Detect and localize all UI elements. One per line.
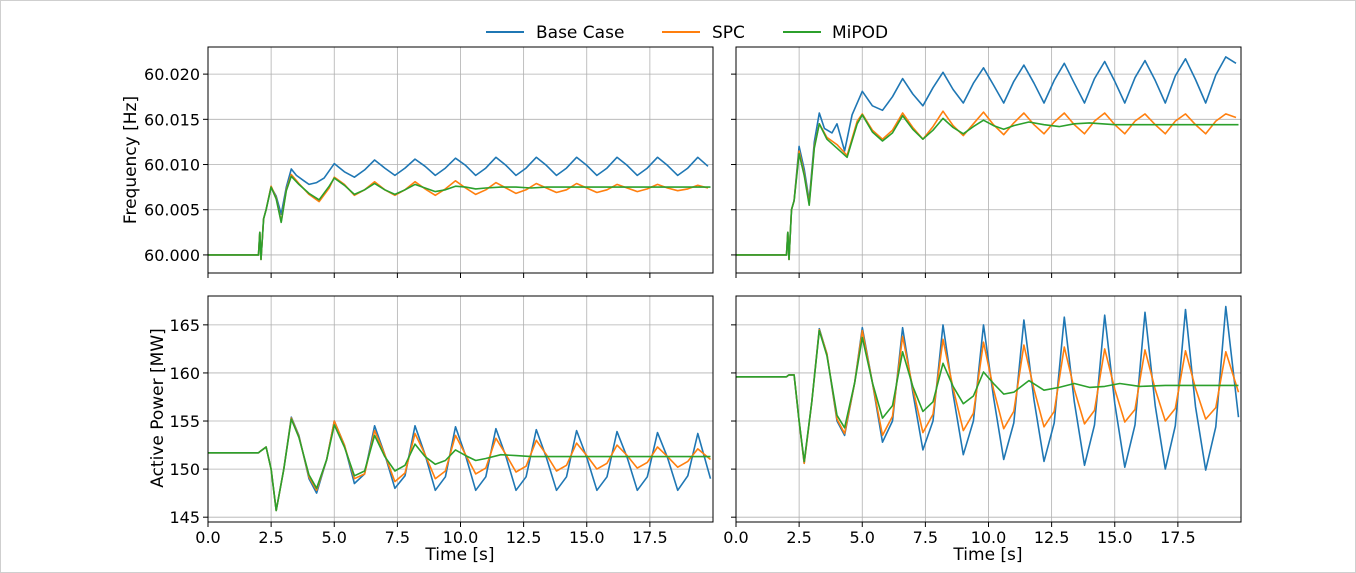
legend-label-mipod: MiPOD xyxy=(832,23,888,43)
panel-top-left: 60.000 60.005 60.010 60.015 60.020 xyxy=(144,46,714,278)
series-mipod xyxy=(208,175,711,261)
x-tick-label: 10.0 xyxy=(443,528,479,547)
y-tick-label: 60.005 xyxy=(144,201,200,220)
legend-label-spc: SPC xyxy=(712,23,745,43)
x-tick-label: 17.5 xyxy=(632,528,668,547)
x-tick-label: 12.5 xyxy=(506,528,542,547)
x-tick-label: 7.5 xyxy=(385,528,410,547)
series-mipod xyxy=(736,114,1239,261)
x-tick-label: 0.0 xyxy=(723,528,748,547)
y-tick-label: 60.020 xyxy=(144,65,200,84)
y-tick-label: 160 xyxy=(169,364,200,383)
legend: Base Case SPC MiPOD xyxy=(486,23,888,43)
x-axis-label-left: Time [s] xyxy=(424,545,494,565)
y-axis-label-frequency: Frequency [Hz] xyxy=(121,96,141,224)
x-tick-label: 5.0 xyxy=(850,528,875,547)
y-tick-label: 155 xyxy=(169,412,200,431)
legend-label-base-case: Base Case xyxy=(536,23,624,43)
y-tick-label: 60.015 xyxy=(144,110,200,129)
y-tick-label: 60.010 xyxy=(144,156,200,175)
panel-top-right xyxy=(731,46,1242,278)
x-tick-label: 2.5 xyxy=(786,528,811,547)
series-mipod xyxy=(208,418,711,512)
x-tick-label: 5.0 xyxy=(322,528,347,547)
series-base-case xyxy=(208,156,709,261)
panel-bottom-right: 0.0 2.5 5.0 7.5 10.0 12.5 15.0 17.5 xyxy=(723,295,1242,547)
y-tick-label: 165 xyxy=(169,316,200,335)
x-tick-label: 10.0 xyxy=(971,528,1007,547)
x-tick-label: 15.0 xyxy=(569,528,605,547)
y-tick-label: 145 xyxy=(169,508,200,527)
x-tick-label: 12.5 xyxy=(1034,528,1070,547)
panel-bottom-left: 0.0 2.5 5.0 7.5 10.0 12.5 15.0 17.5 145 150 155 160… xyxy=(169,295,714,547)
x-tick-label: 17.5 xyxy=(1160,528,1196,547)
y-tick-label: 60.000 xyxy=(144,246,200,265)
panels: 60.000 60.005 60.010 60.015 60.020 0.0 2.5 5.0 7… xyxy=(144,46,1242,547)
x-tick-label: 0.0 xyxy=(195,528,220,547)
x-tick-label: 7.5 xyxy=(913,528,938,547)
x-tick-label: 15.0 xyxy=(1097,528,1133,547)
series-mipod xyxy=(736,329,1239,463)
x-axis-label-right: Time [s] xyxy=(952,545,1022,565)
y-tick-label: 150 xyxy=(169,460,200,479)
y-axis-label-active-power: Active Power [MW] xyxy=(148,328,168,488)
x-tick-label: 2.5 xyxy=(258,528,283,547)
